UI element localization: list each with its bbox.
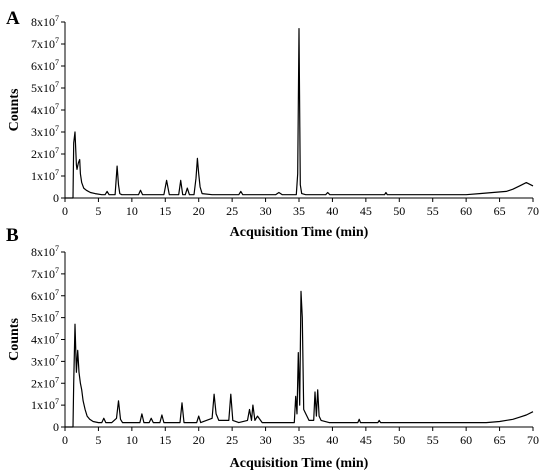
chart-panel-a: A 0 1x107 2x107 3x107 4x107 5x107 6x107 7x107 8x1… bbox=[6, 8, 539, 240]
y-axis-title: Counts bbox=[7, 318, 22, 361]
x-tick-label: 45 bbox=[360, 204, 372, 218]
y-tick-label: 8x107 bbox=[31, 244, 59, 259]
x-tick-label: 65 bbox=[494, 433, 506, 447]
x-tick-label: 70 bbox=[527, 204, 539, 218]
x-tick-label: 15 bbox=[159, 204, 171, 218]
y-tick-label: 5x107 bbox=[31, 310, 59, 325]
x-tick-label: 25 bbox=[226, 433, 238, 447]
x-tick-label: 65 bbox=[494, 204, 506, 218]
x-tick-label: 60 bbox=[460, 433, 472, 447]
x-tick-label: 50 bbox=[393, 204, 405, 218]
y-tick-label: 8x107 bbox=[31, 14, 59, 29]
x-tick-label: 45 bbox=[360, 433, 372, 447]
y-tick-label: 3x107 bbox=[31, 353, 59, 368]
x-tick-label: 30 bbox=[260, 204, 272, 218]
y-tick-label: 6x107 bbox=[31, 288, 59, 303]
x-tick-label: 5 bbox=[95, 433, 101, 447]
series-line-1 bbox=[65, 28, 534, 199]
x-tick-label: 35 bbox=[293, 433, 305, 447]
x-tick-label: 40 bbox=[326, 204, 338, 218]
x-tick-label: 30 bbox=[260, 433, 272, 447]
x-tick-label: 0 bbox=[62, 204, 68, 218]
x-tick-label: 60 bbox=[460, 204, 472, 218]
series-line-1 bbox=[65, 290, 534, 428]
y-tick-label: 4x107 bbox=[31, 332, 59, 347]
x-tick-label: 35 bbox=[293, 204, 305, 218]
x-tick-label: 5 bbox=[95, 204, 101, 218]
y-tick-label: 2x107 bbox=[31, 375, 59, 390]
x-axis-title: Acquisition Time (min) bbox=[230, 456, 369, 471]
y-tick-label: 6x107 bbox=[31, 58, 59, 73]
x-tick-label: 50 bbox=[393, 433, 405, 447]
x-tick-label: 0 bbox=[62, 433, 68, 447]
y-tick-label: 4x107 bbox=[31, 102, 59, 117]
chart-panel-b: B 0 1x107 2x107 3x107 4x107 5x107 6x107 7x107 8x1… bbox=[6, 225, 539, 471]
x-tick-label: 70 bbox=[527, 433, 539, 447]
x-tick-label: 20 bbox=[193, 433, 205, 447]
y-axis-title: Counts bbox=[7, 88, 22, 131]
x-tick-label: 55 bbox=[427, 204, 439, 218]
x-tick-label: 10 bbox=[126, 433, 138, 447]
y-tick-label: 7x107 bbox=[31, 36, 59, 51]
y-tick-label: 7x107 bbox=[31, 266, 59, 281]
panel-label: B bbox=[6, 225, 19, 246]
x-tick-label: 55 bbox=[427, 433, 439, 447]
y-tick-label: 0 bbox=[53, 191, 59, 205]
x-tick-label: 25 bbox=[226, 204, 238, 218]
y-tick-label: 1x107 bbox=[31, 168, 59, 183]
x-tick-label: 10 bbox=[126, 204, 138, 218]
y-tick-label: 3x107 bbox=[31, 124, 59, 139]
x-tick-label: 15 bbox=[159, 433, 171, 447]
y-tick-label: 1x107 bbox=[31, 397, 59, 412]
x-tick-label: 20 bbox=[193, 204, 205, 218]
x-tick-label: 40 bbox=[326, 433, 338, 447]
y-tick-label: 5x107 bbox=[31, 80, 59, 95]
y-tick-label: 2x107 bbox=[31, 146, 59, 161]
x-axis-title: Acquisition Time (min) bbox=[230, 225, 369, 240]
y-tick-label: 0 bbox=[53, 420, 59, 434]
panel-label: A bbox=[6, 8, 20, 29]
